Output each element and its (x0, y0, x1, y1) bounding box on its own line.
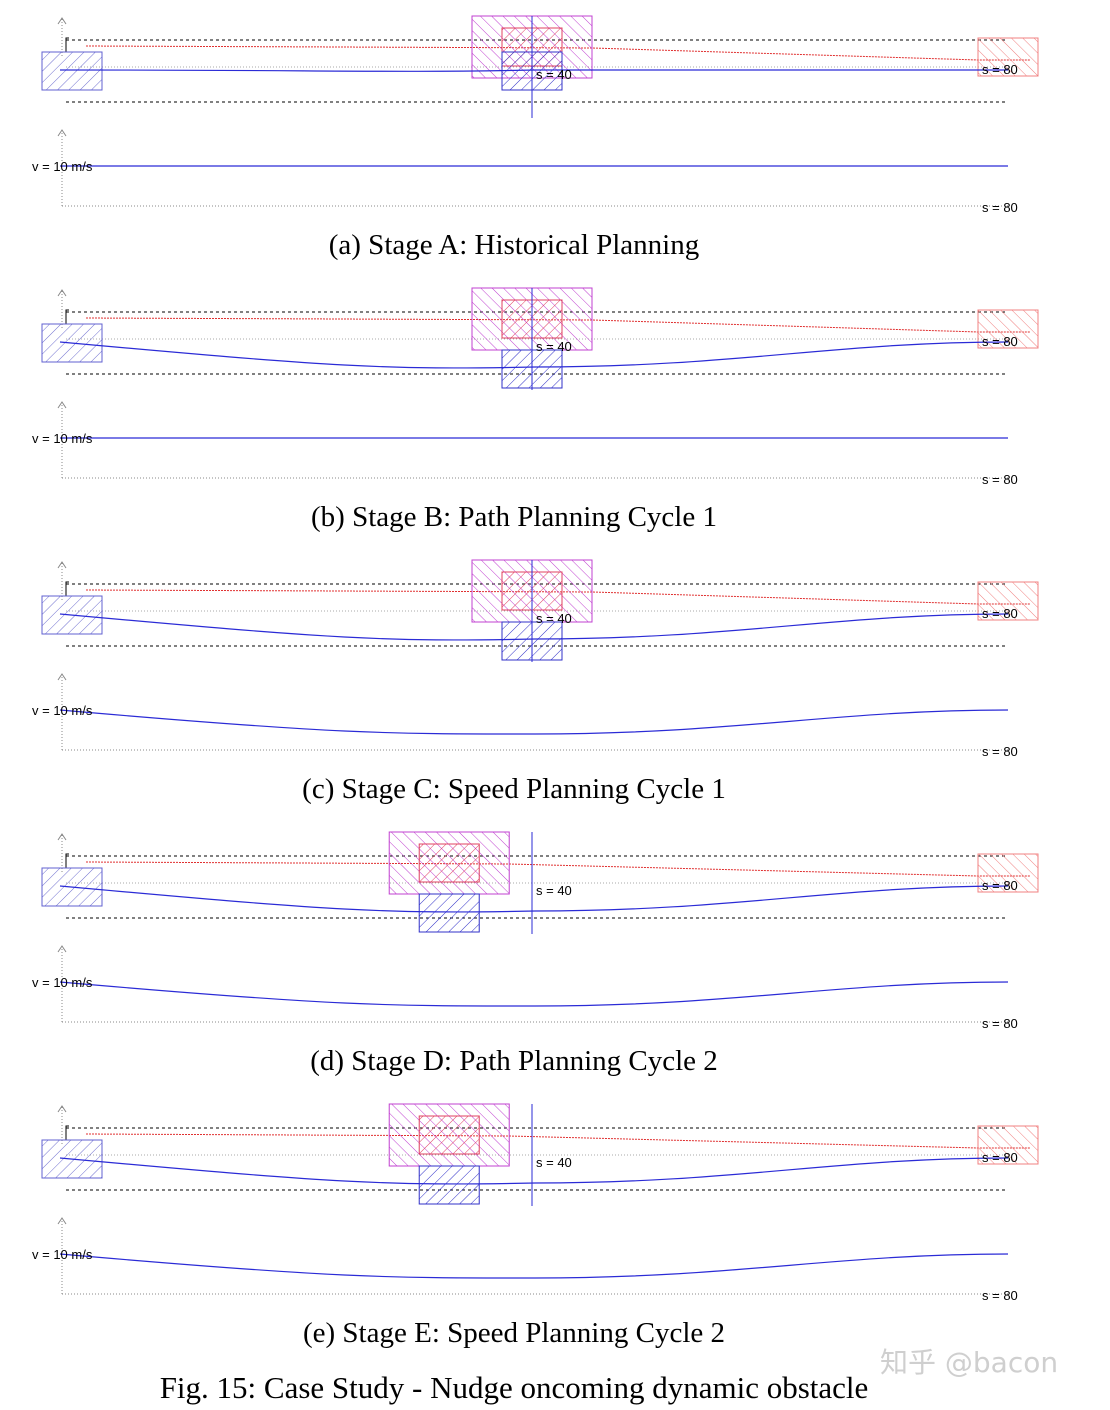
panel-e: s = 40 s = 80 v = 10 m/s s = 80 (e) Stage E:… (32, 1103, 1039, 1349)
origin-bracket (65, 581, 69, 596)
panel-d: s = 40 s = 80 v = 10 m/s s = 80 (d) Stage D:… (32, 831, 1039, 1077)
y-axis-arrow (57, 833, 67, 841)
y-axis-arrow (57, 1105, 67, 1113)
obstacle-oncoming (418, 843, 480, 883)
v-axis-arrow (57, 673, 67, 681)
panel-b: s = 40 s = 80 v = 10 m/s s = 80 (b) Stage B:… (32, 287, 1039, 533)
planned-path (59, 69, 1008, 72)
y-axis-arrow (57, 561, 67, 569)
s-label-end: s = 80 (982, 1150, 1018, 1165)
panel-c: s = 40 s = 80 v = 10 m/s s = 80 (c) Stage C:… (32, 559, 1039, 805)
planned-path (59, 885, 1009, 913)
panels-root: s = 40 s = 80 v = 10 m/s s = 80 (a) Stage A:… (32, 15, 1039, 1349)
figure-caption: Fig. 15: Case Study - Nudge oncoming dyn… (160, 1370, 869, 1405)
reference-line (85, 861, 1030, 877)
origin-bracket (65, 1125, 69, 1140)
origin-bracket (65, 853, 69, 868)
ego-vehicle (41, 51, 103, 91)
origin-bracket (65, 37, 69, 52)
panel-caption-a: (a) Stage A: Historical Planning (329, 229, 700, 261)
v-label: v = 10 m/s (32, 703, 93, 718)
v-label: v = 10 m/s (32, 159, 93, 174)
v-axis-arrow (57, 945, 67, 953)
reference-line (85, 1133, 1030, 1149)
v-s-end-label: s = 80 (982, 1288, 1018, 1303)
s-label-obstacle: s = 40 (536, 611, 572, 626)
v-axis-arrow (57, 1217, 67, 1225)
s-label-end: s = 80 (982, 878, 1018, 893)
planned-path (59, 341, 1009, 369)
s-label-obstacle: s = 40 (536, 883, 572, 898)
s-label-end: s = 80 (982, 606, 1018, 621)
s-label-obstacle: s = 40 (536, 1155, 572, 1170)
panel-a: s = 40 s = 80 v = 10 m/s s = 80 (a) Stage A:… (32, 15, 1039, 261)
panel-caption-c: (c) Stage C: Speed Planning Cycle 1 (302, 773, 726, 805)
v-s-end-label: s = 80 (982, 744, 1018, 759)
origin-bracket (65, 309, 69, 324)
v-s-end-label: s = 80 (982, 472, 1018, 487)
v-label: v = 10 m/s (32, 431, 93, 446)
s-label-end: s = 80 (982, 62, 1018, 77)
s-label-obstacle: s = 40 (536, 67, 572, 82)
panel-caption-d: (d) Stage D: Path Planning Cycle 2 (310, 1045, 718, 1077)
panel-caption-e: (e) Stage E: Speed Planning Cycle 2 (303, 1317, 725, 1349)
obstacle-oncoming (418, 1115, 480, 1155)
v-label: v = 10 m/s (32, 1247, 93, 1262)
obstacle-projected (418, 1165, 480, 1205)
y-axis-arrow (57, 289, 67, 297)
v-axis-arrow (57, 401, 67, 409)
speed-profile (59, 981, 1009, 1007)
watermark: 知乎 @bacon (880, 1346, 1058, 1379)
s-label-end: s = 80 (982, 334, 1018, 349)
speed-profile (59, 1253, 1009, 1279)
panel-caption-b: (b) Stage B: Path Planning Cycle 1 (311, 501, 717, 533)
s-label-obstacle: s = 40 (536, 339, 572, 354)
v-s-end-label: s = 80 (982, 1016, 1018, 1031)
y-axis-arrow (57, 17, 67, 25)
speed-profile (59, 709, 1009, 735)
v-label: v = 10 m/s (32, 975, 93, 990)
planned-path (59, 1157, 1009, 1185)
obstacle-projected (418, 893, 480, 933)
planned-path (59, 613, 1009, 641)
v-axis-arrow (57, 129, 67, 137)
v-s-end-label: s = 80 (982, 200, 1018, 215)
